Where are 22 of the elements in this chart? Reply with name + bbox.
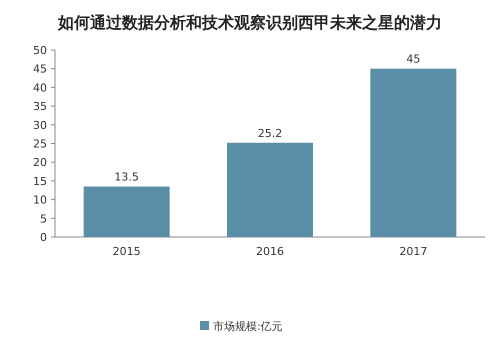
- y-tick-label: 35: [33, 100, 47, 114]
- y-tick-label: 50: [33, 44, 47, 57]
- legend-label: 市场规模:亿元: [213, 320, 283, 333]
- x-tick-label: 2017: [399, 245, 428, 258]
- bar: [227, 142, 313, 237]
- y-tick-label: 25: [33, 138, 47, 150]
- data-label: 45: [406, 52, 420, 66]
- y-tick-label: 15: [33, 174, 47, 188]
- x-tick-label: 2016: [256, 245, 284, 258]
- x-tick-label: 2015: [112, 245, 141, 258]
- y-tick-label: 30: [33, 118, 47, 132]
- y-tick-label: 40: [33, 81, 47, 94]
- bar: [84, 186, 170, 237]
- data-label: 25.2: [258, 126, 282, 140]
- y-tick-label: 5: [40, 212, 47, 226]
- chart-title: 如何通过数据分析和技术观察识别西甲未来之星的潜力: [57, 13, 442, 32]
- data-label: 13.5: [114, 170, 139, 184]
- y-tick-label: 10: [33, 194, 47, 207]
- y-tick-label: 45: [33, 62, 47, 76]
- y-tick-label: 0: [40, 231, 47, 244]
- y-tick-label: 20: [33, 156, 47, 170]
- bar: [370, 68, 456, 237]
